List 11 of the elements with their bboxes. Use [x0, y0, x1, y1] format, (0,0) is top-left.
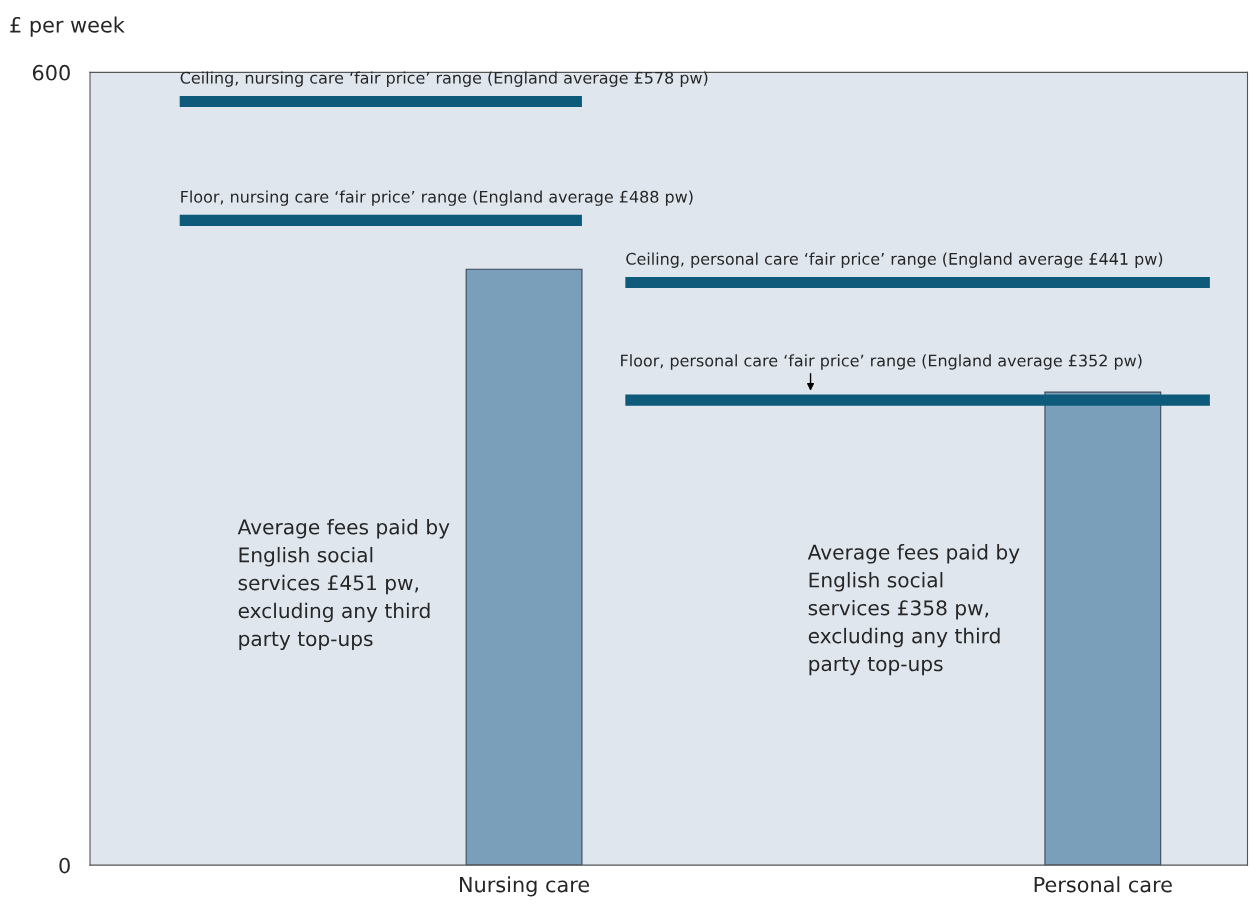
y-tick-label: 600	[32, 64, 70, 81]
x-tick-label: Personal care	[1034, 876, 1172, 893]
ref-line-label: Ceiling, nursing care ‘fair price’ range (England average £578 pw)	[180, 71, 708, 87]
ref-line-label: Floor, personal care ‘fair price’ range (England average £352 pw)	[621, 354, 1142, 370]
annotation: Average fees paid by English social services £451 pw, excluding any third party top-ups	[237, 519, 450, 651]
annotation: Average fees paid by English social services £358 pw, excluding any third party top-ups	[807, 544, 1020, 676]
y-axis-title: £ per week	[10, 16, 125, 37]
ref-line-label: Floor, nursing care ‘fair price’ range (England average £488 pw)	[181, 190, 693, 206]
y-tick-label: 0	[59, 857, 70, 874]
ref-line-label: Ceiling, personal care ‘fair price’ range (England average £441 pw)	[626, 252, 1163, 268]
x-tick-label: Nursing care	[460, 876, 590, 897]
